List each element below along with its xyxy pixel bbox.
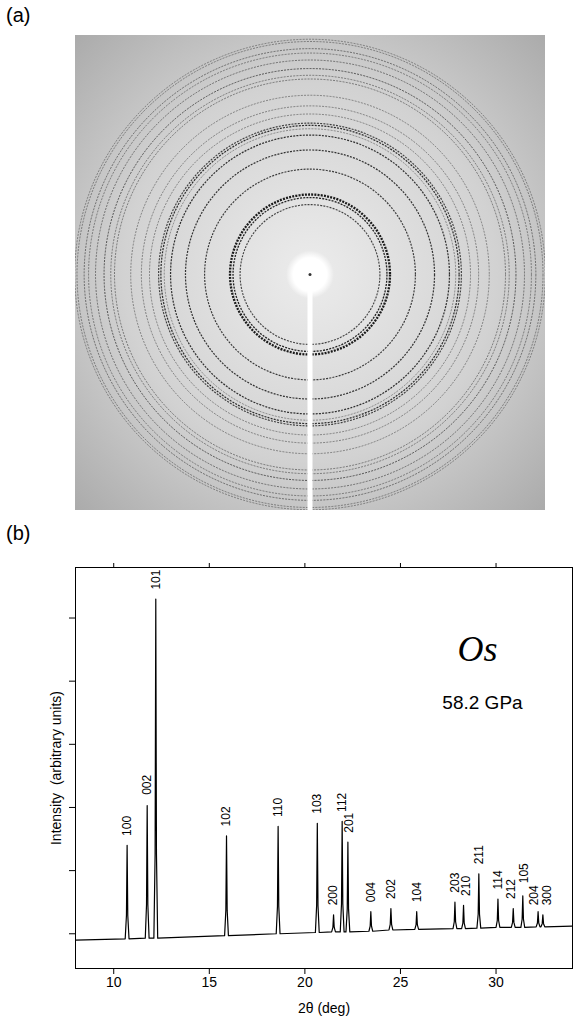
svg-text:103: 103 — [310, 793, 324, 813]
svg-text:212: 212 — [504, 879, 519, 899]
svg-text:30: 30 — [488, 974, 504, 990]
svg-text:203: 203 — [447, 872, 462, 893]
svg-text:20: 20 — [297, 974, 313, 990]
svg-text:2θ (deg): 2θ (deg) — [298, 1000, 350, 1016]
svg-text:10: 10 — [106, 974, 122, 990]
svg-text:200: 200 — [326, 885, 340, 905]
svg-text:15: 15 — [202, 974, 218, 990]
svg-text:114: 114 — [491, 870, 505, 889]
svg-text:Intensity (arbitrary units): Intensity (arbitrary units) — [48, 691, 64, 845]
svg-text:105: 105 — [517, 863, 531, 883]
svg-text:110: 110 — [271, 797, 285, 816]
svg-text:300: 300 — [540, 885, 554, 905]
svg-text:201: 201 — [342, 812, 356, 832]
svg-text:112: 112 — [335, 792, 349, 811]
svg-text:Os: Os — [457, 629, 497, 669]
html-text:(b): (b) — [6, 522, 31, 544]
svg-text:25: 25 — [393, 974, 409, 990]
svg-text:004: 004 — [364, 882, 378, 902]
svg-text:102: 102 — [219, 806, 233, 826]
svg-text:104: 104 — [410, 882, 424, 902]
svg-text:202: 202 — [384, 879, 398, 899]
svg-text:002: 002 — [140, 774, 154, 794]
svg-text:210: 210 — [459, 876, 473, 896]
svg-text:100: 100 — [120, 816, 134, 836]
svg-text:58.2 GPa: 58.2 GPa — [442, 692, 523, 713]
svg-text:101: 101 — [149, 569, 163, 589]
svg-text:211: 211 — [472, 845, 486, 864]
svg-text:204: 204 — [527, 885, 542, 906]
html-text:(a): (a) — [6, 4, 31, 26]
